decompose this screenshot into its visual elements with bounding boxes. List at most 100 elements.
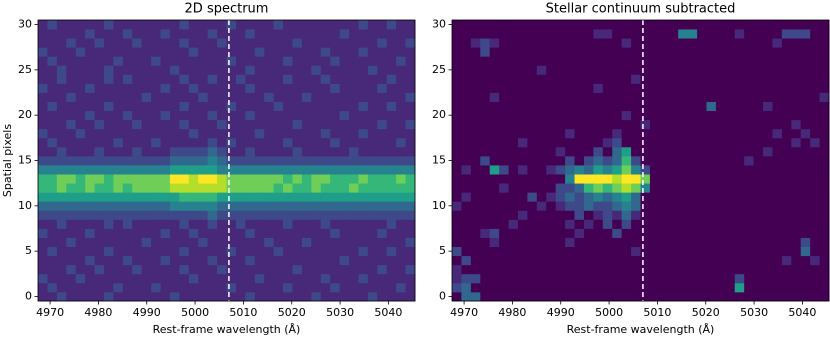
heatmap-cell	[113, 92, 124, 102]
heatmap-cell	[122, 83, 133, 93]
heatmap-cell	[810, 155, 820, 166]
heatmap-cell	[612, 155, 623, 166]
heatmap-cell	[772, 219, 783, 229]
heatmap-cell	[659, 255, 670, 266]
heatmap-cell	[565, 20, 575, 30]
heatmap-cell	[235, 246, 246, 257]
heatmap-cell	[678, 56, 689, 66]
heatmap-cell	[687, 219, 698, 229]
heatmap-cell	[621, 101, 632, 112]
heatmap-cell	[207, 155, 218, 166]
heatmap-cell	[386, 273, 397, 284]
heatmap-cell	[555, 291, 566, 302]
heatmap-cell	[339, 246, 350, 257]
heatmap-cell	[66, 128, 77, 139]
heatmap-cell	[358, 210, 369, 220]
heatmap-cell	[800, 228, 811, 238]
heatmap-cell	[292, 47, 303, 57]
heatmap-cell	[301, 20, 312, 30]
heatmap-cell	[527, 83, 538, 93]
heatmap-cell	[301, 128, 312, 139]
heatmap-cell	[273, 83, 284, 93]
heatmap-cell	[122, 201, 133, 211]
heatmap-cell	[386, 219, 397, 229]
heatmap-cell	[226, 128, 237, 139]
heatmap-cell	[621, 165, 632, 175]
heatmap-cell	[810, 65, 820, 75]
heatmap-cell	[292, 38, 303, 48]
heatmap-cell	[103, 264, 114, 275]
heatmap-cell	[640, 83, 651, 93]
heatmap-cell	[254, 155, 265, 166]
heatmap-cell	[640, 65, 651, 75]
heatmap-cell	[715, 56, 726, 66]
heatmap-cell	[649, 291, 660, 302]
heatmap-cell	[85, 291, 95, 302]
heatmap-cell	[499, 228, 509, 238]
heatmap-cell	[574, 210, 585, 220]
heatmap-cell	[113, 228, 124, 238]
heatmap-cell	[649, 219, 660, 229]
heatmap-cell	[508, 183, 519, 193]
heatmap-cell	[536, 282, 547, 293]
heatmap-cell	[103, 246, 114, 257]
x-tick-label: 5000	[595, 306, 623, 319]
heatmap-cell	[583, 56, 594, 66]
heatmap-cell	[744, 74, 754, 84]
heatmap-cell	[499, 101, 509, 112]
heatmap-cell	[678, 47, 689, 57]
heatmap-cell	[198, 119, 209, 130]
heatmap-cell	[264, 47, 275, 57]
heatmap-cell	[188, 128, 199, 139]
heatmap-cell	[292, 291, 303, 302]
heatmap-cell	[349, 246, 359, 257]
heatmap-cell	[254, 219, 265, 229]
heatmap-cell	[753, 83, 764, 93]
heatmap-cell	[151, 273, 161, 284]
heatmap-cell	[508, 165, 519, 175]
heatmap-cell	[151, 255, 161, 266]
heatmap-cell	[405, 192, 416, 202]
heatmap-cell	[377, 83, 388, 93]
heatmap-cell	[132, 192, 143, 202]
heatmap-cell	[734, 282, 745, 293]
heatmap-cell	[621, 264, 632, 275]
heatmap-cell	[640, 56, 651, 66]
heatmap-cell	[734, 291, 745, 302]
heatmap-cell	[85, 237, 95, 248]
heatmap-cell	[75, 92, 86, 102]
heatmap-cell	[470, 56, 481, 66]
heatmap-cell	[103, 210, 114, 220]
heatmap-cell	[94, 155, 105, 166]
heatmap-cell	[254, 29, 265, 39]
heatmap-cell	[772, 137, 783, 148]
heatmap-cell	[217, 128, 227, 139]
heatmap-cell	[621, 29, 632, 39]
heatmap-cell	[292, 201, 303, 211]
heatmap-cell	[122, 174, 133, 184]
heatmap-cell	[377, 92, 388, 102]
heatmap-cell	[179, 146, 190, 157]
heatmap-cell	[602, 38, 613, 48]
heatmap-cell	[612, 101, 623, 112]
heatmap-cell	[763, 101, 773, 112]
heatmap-cell	[169, 20, 180, 30]
heatmap-cell	[452, 29, 462, 39]
heatmap-cell	[508, 92, 519, 102]
heatmap-cell	[396, 56, 406, 66]
heatmap-cell	[94, 128, 105, 139]
heatmap-cell	[631, 119, 641, 130]
heatmap-cell	[66, 255, 77, 266]
x-tick-label: 4980	[498, 306, 526, 319]
heatmap-cell	[311, 119, 322, 130]
heatmap-cell	[235, 146, 246, 157]
heatmap-cell	[536, 246, 547, 257]
heatmap-cell	[226, 291, 237, 302]
heatmap-cell	[367, 38, 378, 48]
heatmap-cell	[122, 20, 133, 30]
heatmap-cell	[744, 119, 754, 130]
heatmap-cell	[555, 119, 566, 130]
heatmap-cell	[631, 264, 641, 275]
heatmap-cell	[226, 101, 237, 112]
heatmap-cell	[207, 174, 218, 184]
